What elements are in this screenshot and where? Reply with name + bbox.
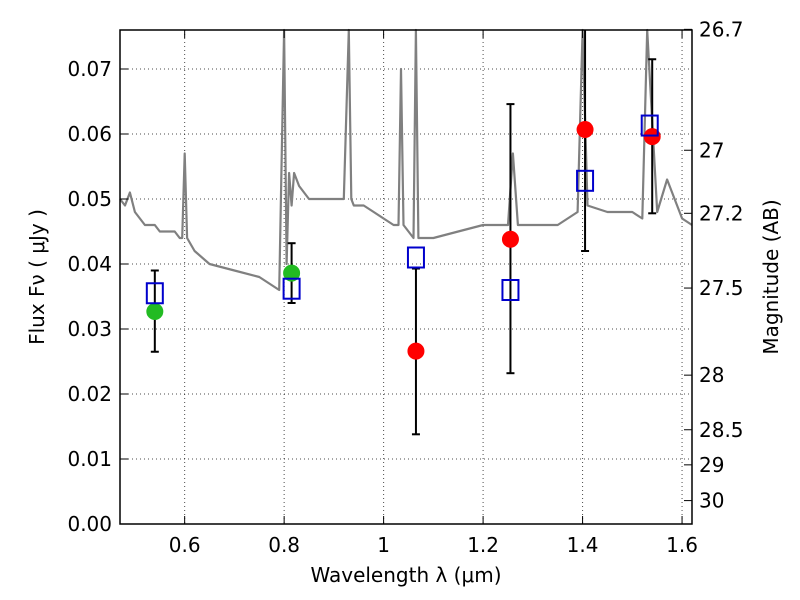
- y-tick-label: 0.06: [67, 122, 112, 146]
- y-tick-label: 0.03: [67, 317, 112, 341]
- model-square: [640, 114, 659, 137]
- grid-lines: [120, 30, 692, 524]
- right-tick-label: 27.2: [699, 201, 744, 225]
- y-axis-label: Flux Fν ( μJy ): [25, 209, 49, 345]
- x-tick-label: 1.6: [666, 533, 698, 557]
- x-tick-label: 0.8: [268, 533, 300, 557]
- right-tick-label: 27: [699, 138, 724, 162]
- x-tick-label: 0.6: [169, 533, 201, 557]
- data-points: [146, 120, 661, 360]
- x-tick-label: 1.2: [467, 533, 499, 557]
- right-axis-label: Magnitude (AB): [759, 199, 783, 354]
- model-square: [576, 169, 595, 192]
- low-significance-point: [576, 120, 594, 138]
- right-tick-label: 28: [699, 363, 724, 387]
- low-significance-point: [501, 230, 519, 248]
- y-tick-label: 0.02: [67, 382, 112, 406]
- plot-frame: [119, 29, 693, 525]
- y-tick-label: 0.00: [67, 512, 112, 536]
- y-tick-label: 0.01: [67, 447, 112, 471]
- y-tick-label: 0.05: [67, 187, 112, 211]
- spectrum-layer: [119, 28, 693, 292]
- axis-ticks: 0.6 0.8 1 1.2 1.4 1.6 0.00 0.01 0.02 0.03 0.04 0.05…: [67, 17, 743, 557]
- model-square: [282, 277, 301, 300]
- model-square: [501, 279, 520, 301]
- y-tick-label: 0.07: [67, 57, 112, 81]
- right-tick-label: 26.7: [699, 17, 744, 41]
- detection-point: [283, 264, 301, 282]
- x-tick-label: 1.4: [567, 533, 599, 557]
- spectrum-line: [119, 28, 693, 292]
- model-squares: [145, 114, 659, 305]
- right-tick-label: 29: [699, 453, 724, 477]
- low-significance-point: [643, 128, 661, 146]
- right-tick-label: 28.5: [699, 418, 744, 442]
- y-tick-label: 0.04: [67, 252, 112, 276]
- x-axis-label: Wavelength λ (μm): [310, 563, 501, 587]
- model-square: [145, 282, 164, 305]
- right-tick-label: 30: [699, 489, 724, 513]
- model-square: [406, 246, 425, 269]
- detection-point: [146, 302, 164, 320]
- right-tick-label: 27.5: [699, 276, 744, 300]
- low-significance-point: [407, 342, 425, 360]
- x-tick-label: 1: [377, 533, 390, 557]
